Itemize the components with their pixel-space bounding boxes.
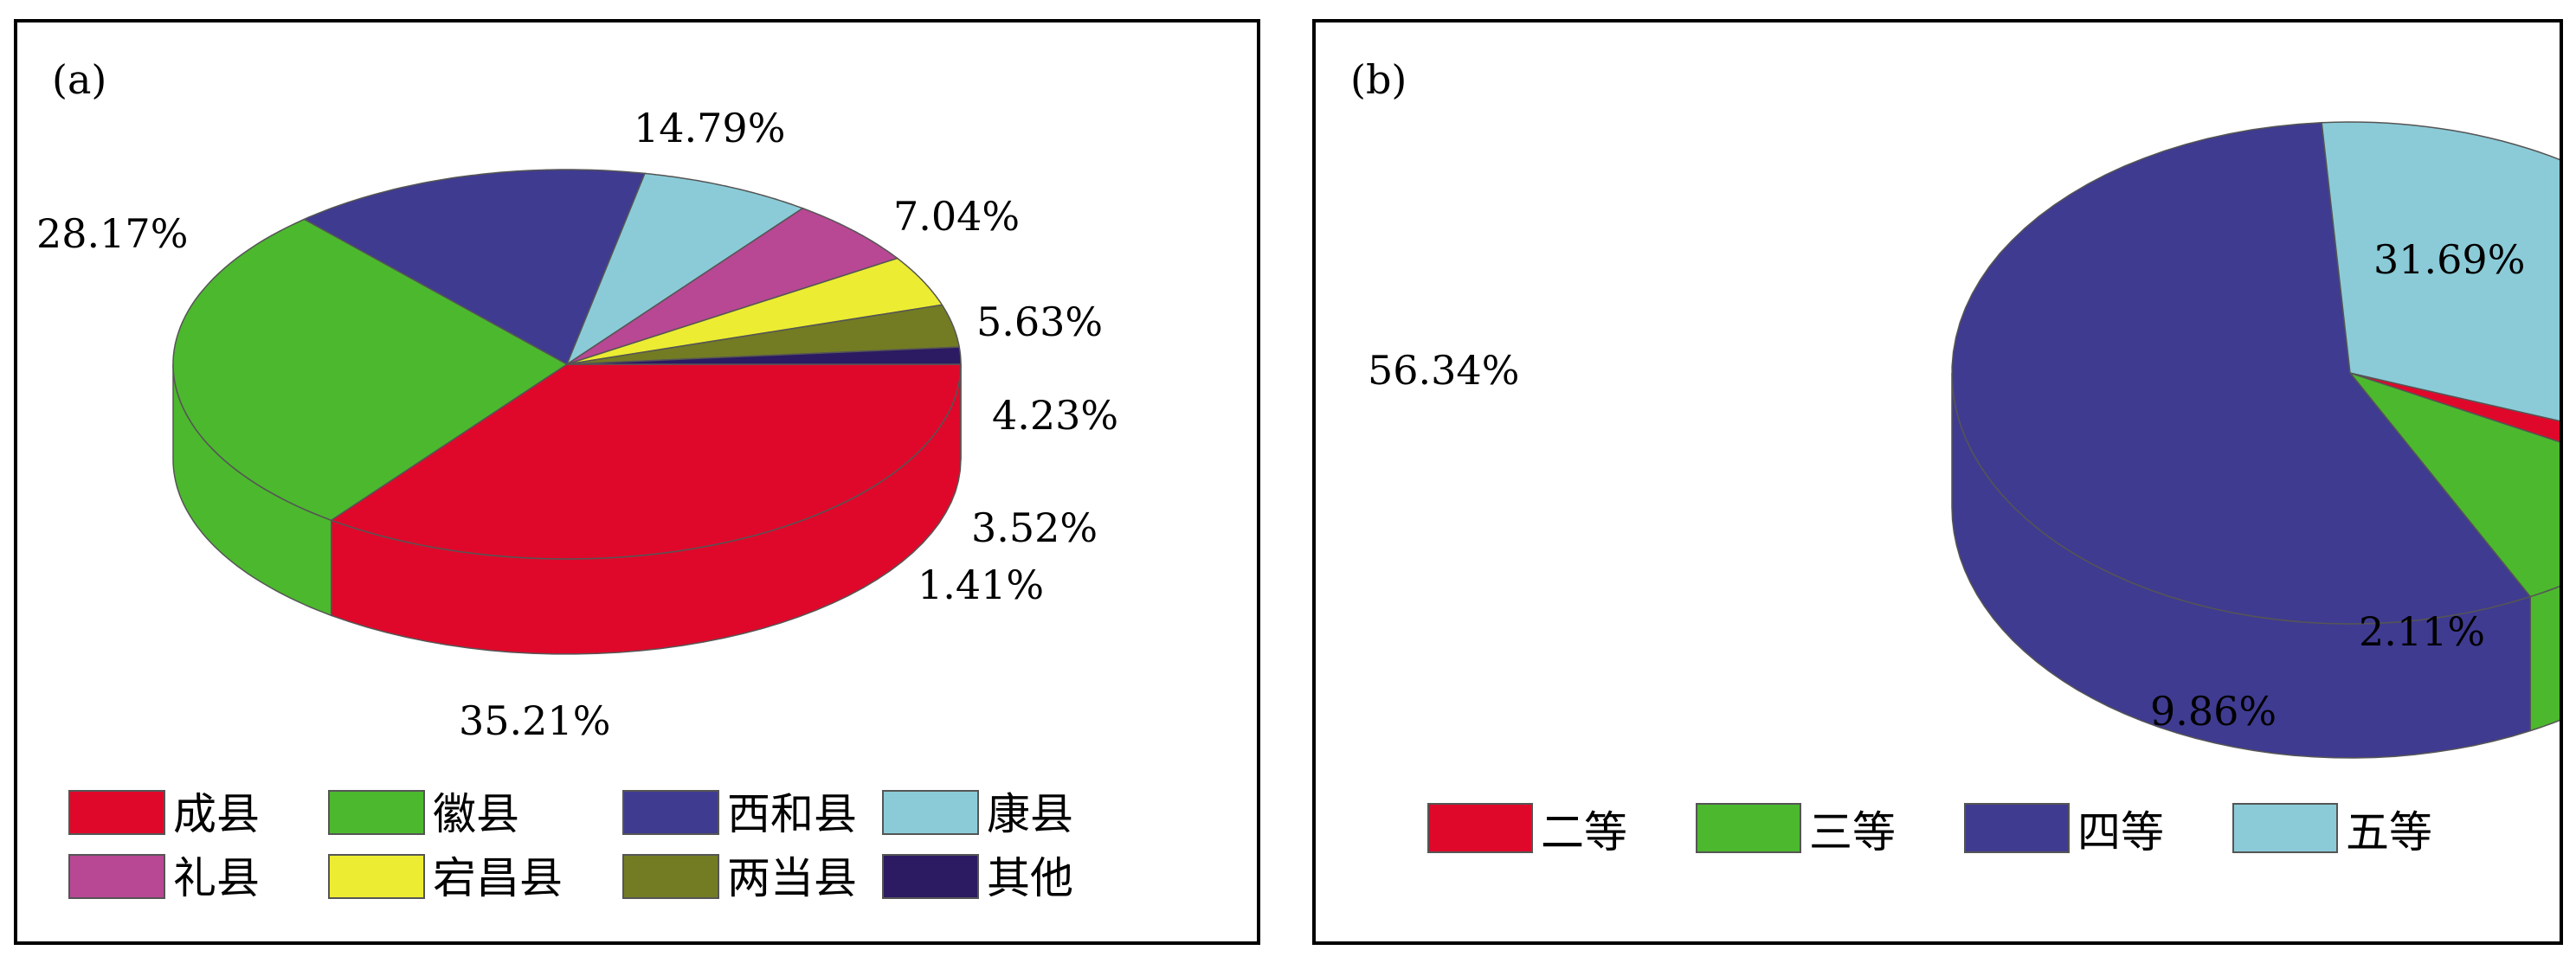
legend-label: 其他 xyxy=(987,853,1073,903)
pie-b xyxy=(1951,121,2560,759)
legend-label: 宕昌县 xyxy=(433,853,563,903)
legend-swatch xyxy=(882,854,979,899)
pie-a-slice-西和县 xyxy=(302,169,647,366)
pie-b-value-label: 31.69% xyxy=(2373,236,2525,283)
value-labels-b: 2.11% 9.86% 56.34% 31.69% xyxy=(1368,236,2525,735)
legend-label: 五等 xyxy=(2346,807,2432,857)
legend-swatch xyxy=(1964,803,2070,853)
legend-label: 康县 xyxy=(987,789,1073,839)
legend-item: 四等 xyxy=(1964,803,2164,857)
legend-label: 徽县 xyxy=(433,789,519,839)
legend-label: 礼县 xyxy=(173,853,260,903)
pie-b-slice-五等 xyxy=(2321,121,2560,422)
pie-b-slice-三等 xyxy=(2347,371,2560,598)
pie-b-value-label: 9.86% xyxy=(2150,688,2277,735)
legend-label: 二等 xyxy=(1541,807,1627,857)
legend-item: 其他 xyxy=(882,853,1073,903)
pie-a-value-label: 4.23% xyxy=(992,392,1118,439)
pie-a-slice-成县 xyxy=(330,363,962,560)
pie-chart-a: (a) 35.21% 28.17% 14.79% 7.04% 5.63% 4.23% 3.5… xyxy=(36,56,1118,903)
legend-swatch xyxy=(328,790,425,835)
pie-a xyxy=(172,169,962,655)
legend-item: 康县 xyxy=(882,789,1073,839)
legend-swatch xyxy=(68,790,165,835)
legend-label: 两当县 xyxy=(727,853,857,903)
legend-b: 二等 三等 四等 五等 xyxy=(1427,803,2432,857)
pie-a-slice-宕昌县 xyxy=(566,257,943,365)
pie-a-slice-礼县 xyxy=(566,207,899,365)
legend-item: 二等 xyxy=(1427,803,1627,857)
pie-b-value-label: 2.11% xyxy=(2359,608,2485,655)
pie-a-slice-两当县 xyxy=(566,304,961,365)
pie-a-value-label: 5.63% xyxy=(976,299,1103,345)
legend-swatch xyxy=(1427,803,1533,853)
pie-a-slices xyxy=(172,169,962,560)
pie-a-value-label: 3.52% xyxy=(971,504,1098,551)
legend-item: 西和县 xyxy=(622,789,857,839)
pie-a-value-label: 1.41% xyxy=(918,562,1044,608)
legend-label: 四等 xyxy=(2077,807,2164,857)
pie-b-slice-四等 xyxy=(1951,121,2532,625)
pie-b-value-label: 56.34% xyxy=(1368,347,1519,394)
panel-label-b: (b) xyxy=(1350,56,1407,103)
pie-chart-panel-a: (a) 35.21% 28.17% 14.79% 7.04% 5.63% 4.23% 3.5… xyxy=(14,19,1260,945)
pie-a-value-label: 35.21% xyxy=(459,697,610,744)
legend-swatch xyxy=(328,854,425,899)
legend-item: 两当县 xyxy=(622,853,857,903)
legend-swatch xyxy=(622,854,719,899)
legend-item: 徽县 xyxy=(328,789,519,839)
pie-a-slice-康县 xyxy=(565,172,804,366)
pie-a-value-label: 7.04% xyxy=(893,193,1020,240)
pie-a-value-label: 28.17% xyxy=(36,210,188,257)
legend-label: 三等 xyxy=(1809,807,1896,857)
legend-swatch xyxy=(68,854,165,899)
legend-item: 礼县 xyxy=(68,853,260,903)
value-labels-a: 35.21% 28.17% 14.79% 7.04% 5.63% 4.23% 3.52% 1.… xyxy=(36,105,1118,744)
pie-b-slices xyxy=(1951,121,2560,625)
legend-item: 三等 xyxy=(1696,803,1896,857)
pie-chart-b: (b) 2.11% 9.86% 56.34% 31.69% 二等 三等 四等 五等 xyxy=(1350,56,2560,857)
legend-label: 成县 xyxy=(173,789,260,839)
pie-b-side-三等 xyxy=(2529,585,2560,732)
pie-a-value-label: 14.79% xyxy=(634,105,785,151)
panel-label-a: (a) xyxy=(52,56,106,103)
legend-item: 成县 xyxy=(68,789,260,839)
legend-item: 五等 xyxy=(2232,803,2432,857)
legend-swatch xyxy=(2232,803,2338,853)
pie-a-slice-其他 xyxy=(566,346,962,365)
legend-swatch xyxy=(622,790,719,835)
pie-a-slice-徽县 xyxy=(172,218,569,522)
legend-swatch xyxy=(882,790,979,835)
legend-swatch xyxy=(1696,803,1801,853)
legend-item: 宕昌县 xyxy=(328,853,563,903)
legend-label: 西和县 xyxy=(727,789,857,839)
pie-chart-panel-b: (b) 2.11% 9.86% 56.34% 31.69% 二等 三等 四等 五等 xyxy=(1312,19,2563,945)
